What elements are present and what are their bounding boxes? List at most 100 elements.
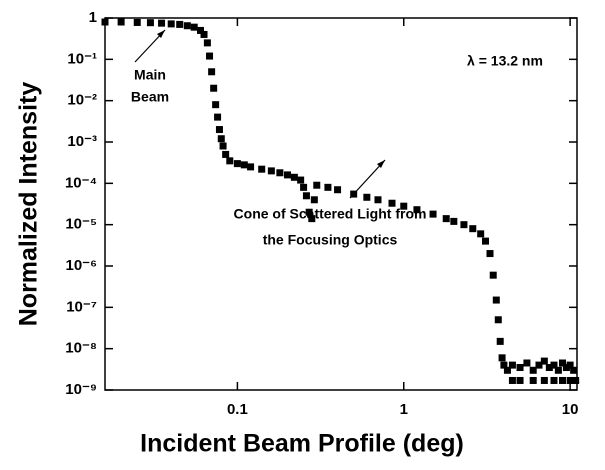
marker <box>566 376 574 384</box>
marker <box>500 361 508 369</box>
marker <box>200 30 208 38</box>
marker <box>554 366 562 374</box>
marker <box>203 39 211 47</box>
marker <box>492 296 500 304</box>
marker <box>206 52 214 60</box>
arrowhead <box>157 30 165 38</box>
marker <box>350 190 358 198</box>
marker <box>559 359 567 367</box>
annotation: λ = 13.2 nm <box>467 53 543 69</box>
marker <box>429 210 437 218</box>
marker <box>489 271 497 279</box>
marker <box>176 20 184 28</box>
marker <box>535 361 543 369</box>
y-tick-label: 10⁻² <box>67 92 97 109</box>
marker <box>559 376 567 384</box>
annotation: the Focusing Optics <box>263 232 398 248</box>
y-tick-label: 10⁻³ <box>67 133 97 150</box>
annotation: Beam <box>131 89 169 105</box>
y-tick-label: 10⁻⁸ <box>65 340 97 357</box>
marker <box>215 126 223 134</box>
marker <box>523 359 531 367</box>
annotation: Main <box>134 67 166 83</box>
y-tick-label: 10⁻⁵ <box>65 216 97 233</box>
marker <box>308 215 316 223</box>
marker <box>167 20 175 28</box>
marker <box>460 221 468 229</box>
marker <box>566 361 574 369</box>
marker <box>400 202 408 210</box>
marker <box>508 376 516 384</box>
marker <box>516 364 524 372</box>
marker <box>146 19 154 27</box>
marker <box>508 361 516 369</box>
marker <box>572 376 580 384</box>
y-tick-label: 10⁻⁹ <box>65 381 97 398</box>
marker <box>117 18 125 26</box>
marker <box>494 316 502 324</box>
marker <box>550 361 558 369</box>
marker <box>133 18 141 26</box>
marker <box>302 192 310 200</box>
x-tick-label: 10 <box>562 401 579 418</box>
annotation: Cone of Scattered Light from <box>234 206 427 222</box>
marker <box>300 183 308 191</box>
marker <box>313 181 321 189</box>
marker <box>540 357 548 365</box>
marker <box>529 366 537 374</box>
y-tick-label: 10⁻⁴ <box>65 174 97 191</box>
marker <box>290 173 298 181</box>
marker <box>477 230 485 238</box>
marker <box>486 250 494 258</box>
arrowhead <box>377 160 385 168</box>
marker <box>217 135 225 143</box>
marker <box>305 208 313 216</box>
plot-frame <box>104 17 578 391</box>
marker <box>214 113 222 121</box>
marker <box>413 206 421 214</box>
marker <box>101 18 109 26</box>
marker <box>267 167 275 175</box>
marker <box>334 186 342 194</box>
marker <box>570 366 578 374</box>
marker <box>196 26 204 34</box>
marker <box>233 160 241 168</box>
marker <box>363 193 371 201</box>
marker <box>442 215 450 223</box>
marker <box>545 364 553 372</box>
marker <box>374 196 382 204</box>
marker <box>190 23 198 31</box>
x-axis-label: Incident Beam Profile (deg) <box>140 430 464 458</box>
y-tick-label: 10⁻⁷ <box>66 298 97 315</box>
marker <box>550 376 558 384</box>
marker <box>388 199 396 207</box>
marker <box>240 161 248 169</box>
marker <box>210 84 218 92</box>
marker <box>183 22 191 30</box>
y-axis-label: Normalized Intensity <box>15 82 43 327</box>
marker <box>498 354 506 362</box>
y-tick-label: 1 <box>89 9 97 26</box>
marker <box>516 376 524 384</box>
marker <box>276 169 284 177</box>
marker <box>469 225 477 233</box>
marker <box>496 337 504 345</box>
marker <box>208 68 216 76</box>
y-tick-label: 10⁻⁶ <box>65 257 97 274</box>
marker <box>158 19 166 27</box>
x-tick-label: 1 <box>400 401 408 418</box>
marker <box>324 183 332 191</box>
marker <box>503 366 511 374</box>
marker <box>258 165 266 173</box>
marker <box>310 196 318 204</box>
marker <box>297 176 305 184</box>
marker <box>540 376 548 384</box>
marker <box>481 237 489 245</box>
marker <box>226 157 234 165</box>
marker <box>562 364 570 372</box>
marker <box>247 163 255 171</box>
y-tick-label: 10⁻¹ <box>67 50 97 67</box>
marker <box>219 142 227 150</box>
marker <box>529 376 537 384</box>
